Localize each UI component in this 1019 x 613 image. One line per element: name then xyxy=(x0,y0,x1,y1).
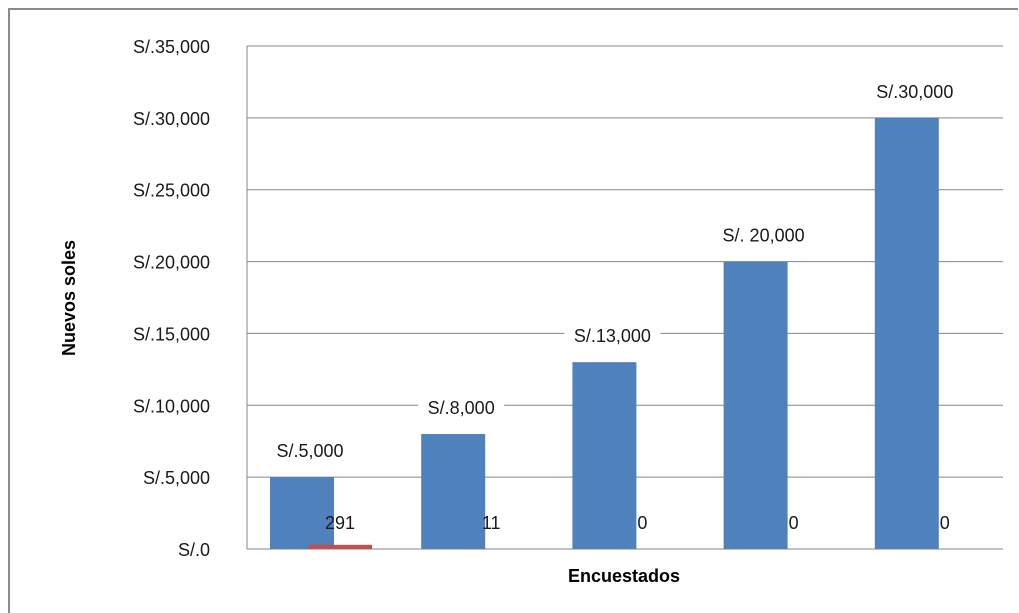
bar-series1-5 xyxy=(874,117,939,549)
data-label-bg-3 xyxy=(564,325,661,348)
bar-series1-1 xyxy=(270,477,334,549)
bar-series2-1 xyxy=(308,544,372,549)
data-label-series2-4: 0 xyxy=(789,513,799,533)
y-tick-label-2: S/.10,000 xyxy=(133,396,210,416)
data-label-bg-1 xyxy=(267,440,353,463)
y-tick-label-6: S/.30,000 xyxy=(133,109,210,129)
y-tick-label-7: S/.35,000 xyxy=(133,37,210,57)
y-tick-label-0: S/.0 xyxy=(178,540,210,560)
y-tick-labels: S/.0 S/.5,000 S/.10,000 S/.15,000 S/.20,000 S… xyxy=(133,37,210,560)
y-tick-label-4: S/.20,000 xyxy=(133,253,210,273)
data-label-series2-5: 0 xyxy=(940,513,950,533)
data-label-series2-3: 0 xyxy=(637,513,647,533)
x-axis-title: Encuestados xyxy=(568,566,680,586)
data-label-series2-1: 291 xyxy=(325,513,355,533)
data-label-bg-5 xyxy=(866,80,963,103)
data-label-series1-4: S/. 20,000 xyxy=(723,226,805,246)
chart-frame xyxy=(8,8,1018,613)
bar-series1-4 xyxy=(723,261,788,549)
data-labels: S/.5,000 S/.8,000 S/.13,000 S/. 20,000 S/.30… xyxy=(267,80,963,533)
bar-series1-3 xyxy=(572,362,637,549)
bars xyxy=(270,117,939,549)
data-label-series1-3: S/.13,000 xyxy=(574,326,651,346)
data-label-bg-4 xyxy=(710,224,817,247)
data-label-series1-1: S/.5,000 xyxy=(276,441,343,461)
y-axis-title: Nuevos soles xyxy=(59,240,79,356)
data-label-series1-2: S/.8,000 xyxy=(428,398,495,418)
data-label-series2-2: 11 xyxy=(482,513,501,533)
y-tick-label-3: S/.15,000 xyxy=(133,324,210,344)
data-label-series1-5: S/.30,000 xyxy=(876,82,953,102)
bar-series1-2 xyxy=(421,434,486,549)
data-label-bg-2 xyxy=(418,397,505,420)
y-tick-label-5: S/.25,000 xyxy=(133,181,210,201)
y-tick-label-1: S/.5,000 xyxy=(143,468,210,488)
